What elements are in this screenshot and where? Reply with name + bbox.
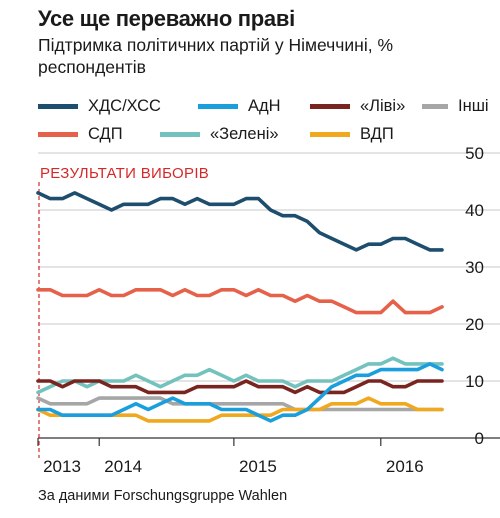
legend-label-afd: АдН [248, 96, 281, 115]
y-tick-label: 10 [465, 372, 484, 391]
legend-row-2: СДП «Зелені» ВДП [38, 120, 498, 148]
x-tick-label: 2016 [386, 457, 424, 476]
legend-label-linke: «Ліві» [360, 96, 406, 115]
legend-label-greens: «Зелені» [210, 124, 279, 143]
legend-item-linke: «Ліві» [310, 97, 422, 116]
legend-label-fdp: ВДП [360, 124, 394, 143]
legend-swatch-fdp [310, 131, 350, 137]
y-tick-label: 20 [465, 315, 484, 334]
legend-label-others: Інші [458, 96, 489, 115]
legend-swatch-others [422, 103, 448, 109]
legend-swatch-linke [310, 103, 350, 109]
legend-swatch-afd [198, 103, 238, 109]
chart-legend: ХДС/ХСС АдН «Ліві» Інші СДП «Зелені» ВДП [38, 92, 498, 148]
y-tick-label: 40 [465, 201, 484, 220]
legend-swatch-greens [160, 131, 200, 137]
legend-item-greens: «Зелені» [160, 125, 310, 144]
y-tick-label: 50 [465, 144, 484, 163]
series-line-spd [36, 287, 444, 315]
legend-item-afd: АдН [198, 97, 310, 116]
legend-label-spd: СДП [88, 124, 123, 143]
y-tick-label: 30 [465, 258, 484, 277]
series-line-cdu [36, 191, 444, 252]
legend-label-cdu: ХДС/ХСС [88, 96, 161, 115]
legend-item-spd: СДП [38, 125, 160, 144]
chart-subtitle: Підтримка політичних партій у Німеччині,… [38, 35, 394, 77]
x-tick-label: 2015 [239, 457, 277, 476]
series-line-greens [36, 356, 444, 395]
series-line-others [36, 396, 444, 412]
legend-row-1: ХДС/ХСС АдН «Ліві» Інші [38, 92, 498, 120]
legend-swatch-cdu [38, 103, 78, 109]
source-note: За даними Forschungsgruppe Wahlen [38, 488, 288, 504]
legend-item-fdp: ВДП [310, 125, 410, 144]
y-tick-label: 0 [475, 429, 484, 448]
page-title: Усе ще переважно праві [38, 6, 295, 31]
legend-swatch-spd [38, 131, 78, 137]
series-line-linke [36, 379, 444, 395]
series-line-afd [36, 362, 444, 423]
x-tick-label: 2013 [43, 457, 81, 476]
x-tick-label: 2014 [104, 457, 142, 476]
election-annotation: РЕЗУЛЬТАТИ ВИБОРІВ [40, 165, 209, 182]
legend-item-others: Інші [422, 97, 492, 116]
legend-item-cdu: ХДС/ХСС [38, 97, 198, 116]
